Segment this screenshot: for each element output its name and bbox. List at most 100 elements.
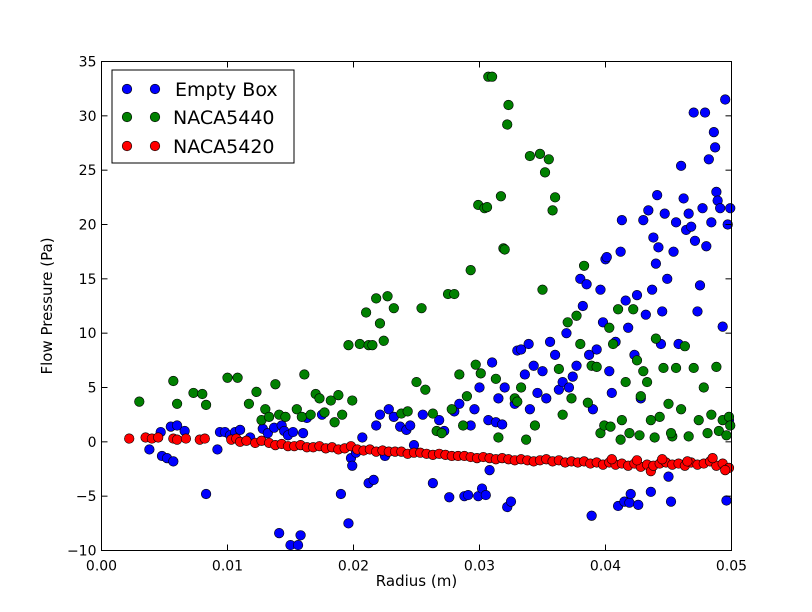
data-point — [694, 280, 706, 291]
data-point — [172, 398, 183, 409]
data-point — [615, 246, 626, 257]
data-point — [361, 307, 372, 318]
data-point — [623, 322, 634, 333]
data-point — [420, 384, 431, 395]
data-point — [343, 340, 354, 351]
y-tick-label: 5 — [88, 381, 97, 397]
data-point — [354, 338, 365, 350]
data-point — [679, 341, 690, 352]
data-point — [499, 244, 510, 255]
y-tick-label: −5 — [76, 489, 97, 505]
x-tick-label: 0.03 — [464, 559, 495, 575]
x-axis-label: Radius (m) — [376, 572, 457, 590]
legend: Empty Box NACA5440 NACA5420 — [111, 69, 295, 164]
data-point — [654, 411, 665, 422]
data-point — [591, 361, 602, 372]
y-tick-label: 15 — [79, 272, 97, 288]
data-point — [692, 306, 703, 317]
data-point — [715, 203, 726, 214]
data-point — [325, 395, 336, 406]
data-point — [543, 154, 554, 165]
data-point — [367, 340, 378, 351]
data-point — [578, 260, 590, 271]
data-point — [620, 295, 631, 306]
data-point — [616, 215, 627, 226]
data-point — [563, 382, 575, 393]
data-point — [606, 387, 617, 399]
data-point — [497, 419, 508, 430]
data-point — [291, 404, 302, 415]
data-point — [645, 486, 656, 497]
data-point — [357, 432, 368, 443]
y-tick-label: 20 — [79, 218, 97, 234]
data-point — [495, 191, 507, 202]
data-point — [251, 386, 262, 397]
data-point — [601, 252, 612, 263]
data-point — [615, 434, 626, 445]
data-point — [650, 333, 662, 344]
data-point — [337, 409, 348, 420]
data-point — [652, 190, 663, 201]
data-point — [335, 488, 347, 500]
data-point — [343, 518, 354, 529]
data-point — [584, 349, 595, 361]
data-point — [200, 399, 212, 410]
data-point — [292, 539, 304, 551]
legend-label-naca5420: NACA5420 — [173, 136, 275, 158]
data-point — [427, 408, 438, 419]
legend-item-empty-box: Empty Box — [121, 79, 278, 101]
data-point — [243, 398, 255, 409]
x-tick-label: 0.00 — [86, 559, 117, 575]
data-point — [725, 420, 736, 431]
data-point — [374, 409, 386, 420]
data-point — [490, 373, 501, 384]
data-point — [446, 404, 457, 415]
data-point — [711, 186, 722, 197]
data-point — [541, 393, 552, 404]
data-point — [280, 411, 291, 422]
data-point — [405, 420, 416, 431]
series-empty-box — [144, 94, 736, 551]
data-point — [537, 366, 548, 377]
data-point — [638, 366, 649, 377]
data-point — [168, 456, 179, 467]
data-point — [505, 496, 517, 507]
legend-item-naca5420: NACA5420 — [121, 136, 275, 158]
data-point — [566, 393, 577, 404]
data-point — [388, 303, 399, 314]
data-point — [638, 215, 649, 226]
data-point — [402, 406, 413, 417]
data-point — [710, 142, 721, 153]
data-point — [296, 411, 307, 422]
data-point — [650, 258, 662, 269]
data-point — [549, 192, 561, 203]
data-point — [701, 241, 712, 252]
data-point — [711, 361, 722, 372]
data-point — [499, 382, 510, 393]
data-point — [188, 387, 199, 399]
y-tick-label: 35 — [79, 55, 97, 71]
data-point — [624, 428, 635, 439]
y-tick-label: 25 — [79, 163, 97, 179]
data-point — [581, 279, 592, 290]
data-point — [144, 444, 155, 455]
data-point — [686, 221, 697, 232]
data-point — [232, 372, 243, 383]
data-point — [675, 160, 687, 171]
data-point — [607, 338, 619, 350]
data-point — [528, 360, 539, 371]
legend-marker-naca5440 — [149, 111, 161, 123]
data-point — [713, 425, 725, 437]
data-point — [547, 205, 558, 216]
y-tick-label: 0 — [88, 435, 97, 451]
data-point — [688, 107, 699, 118]
data-point — [153, 432, 164, 443]
data-point — [458, 420, 469, 431]
data-point — [643, 205, 654, 216]
data-point — [172, 420, 183, 431]
data-point — [641, 376, 653, 388]
legend-marker-naca5420 — [121, 140, 133, 152]
data-point — [427, 478, 438, 489]
data-point — [612, 304, 624, 315]
legend-label-empty-box: Empty Box — [175, 79, 278, 101]
